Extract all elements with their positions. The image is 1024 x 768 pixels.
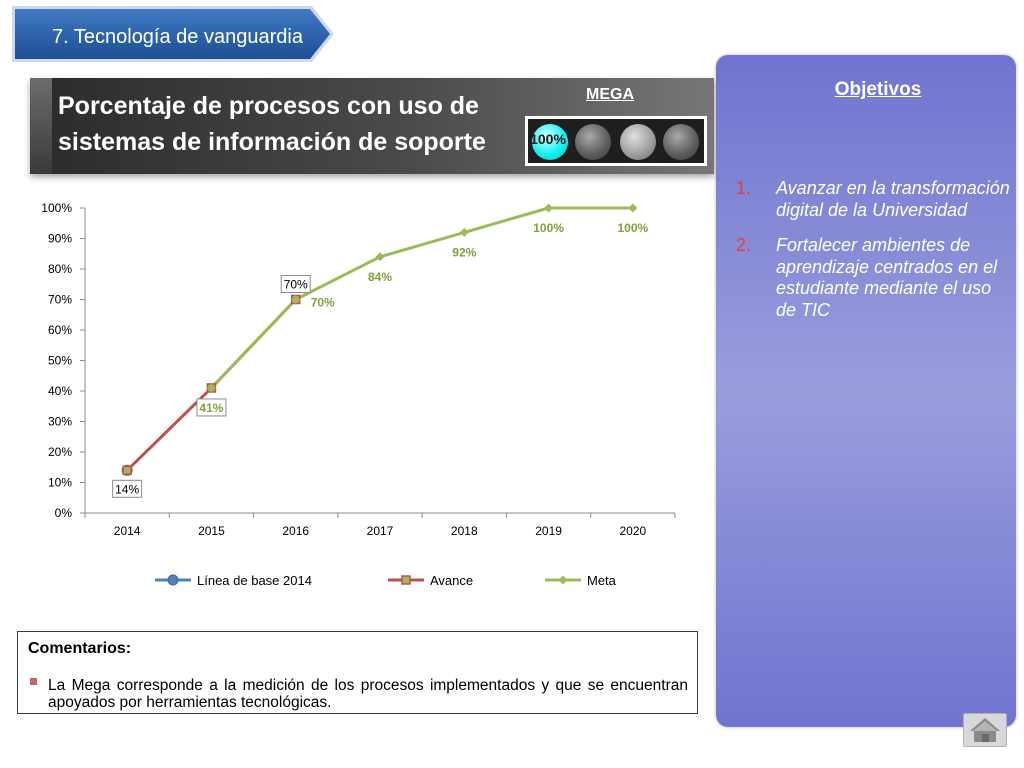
data-point xyxy=(291,295,301,304)
legend-marker xyxy=(558,575,568,585)
legend-label: Línea de base 2014 xyxy=(197,573,312,588)
legend-marker xyxy=(167,574,179,586)
data-point xyxy=(375,252,385,262)
objectives-list: 1. Avanzar en la transformación digital … xyxy=(736,178,1016,335)
data-point xyxy=(459,227,469,237)
bullet-icon xyxy=(30,678,37,685)
legend-marker xyxy=(401,575,411,585)
light-off-icon xyxy=(663,124,699,160)
objective-text: Avanzar en la transformación digital de … xyxy=(776,178,1010,220)
mega-value: 100% xyxy=(530,131,566,147)
title-accent-bar xyxy=(30,78,52,174)
x-tick-label: 2017 xyxy=(367,524,394,538)
data-point xyxy=(544,203,554,213)
objectives-title: Objetivos xyxy=(834,79,922,100)
data-point xyxy=(628,203,638,213)
objectives-panel: Objetivos xyxy=(716,55,1016,727)
comments-box: Comentarios: La Mega corresponde a la me… xyxy=(17,631,698,714)
x-tick-label: 2019 xyxy=(535,524,562,538)
x-tick-label: 2020 xyxy=(620,524,647,538)
y-tick-label: 30% xyxy=(48,415,72,429)
data-label: 70% xyxy=(284,278,308,292)
y-tick-label: 70% xyxy=(48,293,72,307)
data-label: 41% xyxy=(199,401,223,415)
data-point xyxy=(206,383,216,393)
objective-number: 1. xyxy=(736,178,752,198)
x-tick-label: 2018 xyxy=(451,524,478,538)
legend-label: Avance xyxy=(430,573,473,588)
y-tick-label: 100% xyxy=(41,201,72,215)
progress-line-chart: 0% 10% 20% 30% 40% 50% 60% 70% 80% 90% 100% 2014 201… xyxy=(20,185,700,605)
data-label-box xyxy=(280,275,311,293)
section-banner: 7. Tecnología de vanguardia xyxy=(12,6,334,62)
data-label: 84% xyxy=(368,270,392,284)
data-label: 70% xyxy=(311,296,335,310)
indicator-title-line1: Porcentaje de procesos con uso de xyxy=(58,92,479,120)
data-label: 92% xyxy=(452,245,476,259)
home-icon xyxy=(970,718,1000,742)
mega-traffic-lights: 100% xyxy=(525,116,707,166)
x-tick-label: 2016 xyxy=(282,524,309,538)
indicator-title-line2: sistemas de información de soporte xyxy=(58,128,486,156)
objective-number: 2. xyxy=(736,235,752,255)
data-label-box xyxy=(196,398,227,417)
data-label: 100% xyxy=(618,221,649,235)
comments-title: Comentarios: xyxy=(28,640,132,657)
data-label: 100% xyxy=(533,221,564,235)
y-tick-label: 40% xyxy=(48,384,72,398)
light-off-icon xyxy=(575,124,611,160)
y-tick-label: 0% xyxy=(55,506,73,520)
banner-arrow-shape xyxy=(12,6,334,62)
series-line-meta xyxy=(210,206,633,389)
comments-text: La Mega corresponde a la medición de los… xyxy=(48,677,688,711)
indicator-title-box: Porcentaje de procesos con uso de sistem… xyxy=(30,78,714,174)
data-label-box xyxy=(112,479,143,498)
y-tick-label: 80% xyxy=(48,262,72,276)
indicator-title: Porcentaje de procesos con uso de sistem… xyxy=(58,88,508,160)
x-tick-label: 2015 xyxy=(198,524,225,538)
section-title: 7. Tecnología de vanguardia xyxy=(52,26,303,48)
data-point xyxy=(122,465,132,476)
objective-item: 1. Avanzar en la transformación digital … xyxy=(736,178,1016,221)
y-tick-label: 90% xyxy=(48,232,72,246)
x-tick-label: 2014 xyxy=(114,524,141,538)
chart-canvas: 0% 10% 20% 30% 40% 50% 60% 70% 80% 90% 100% 2014 201… xyxy=(41,201,676,588)
y-tick-label: 60% xyxy=(48,323,72,337)
light-off-icon xyxy=(620,124,656,160)
data-label: 14% xyxy=(115,482,139,496)
mega-label: MEGA xyxy=(586,86,634,103)
y-tick-label: 50% xyxy=(48,354,72,368)
y-tick-label: 10% xyxy=(48,476,72,490)
home-button[interactable] xyxy=(963,713,1007,747)
y-tick-label: 20% xyxy=(48,445,72,459)
objective-item: 2. Fortalecer ambientes de aprendizaje c… xyxy=(736,235,1016,321)
legend-label: Meta xyxy=(587,573,617,588)
light-on-icon xyxy=(532,124,568,160)
objective-text: Fortalecer ambientes de aprendizaje cent… xyxy=(776,235,998,320)
